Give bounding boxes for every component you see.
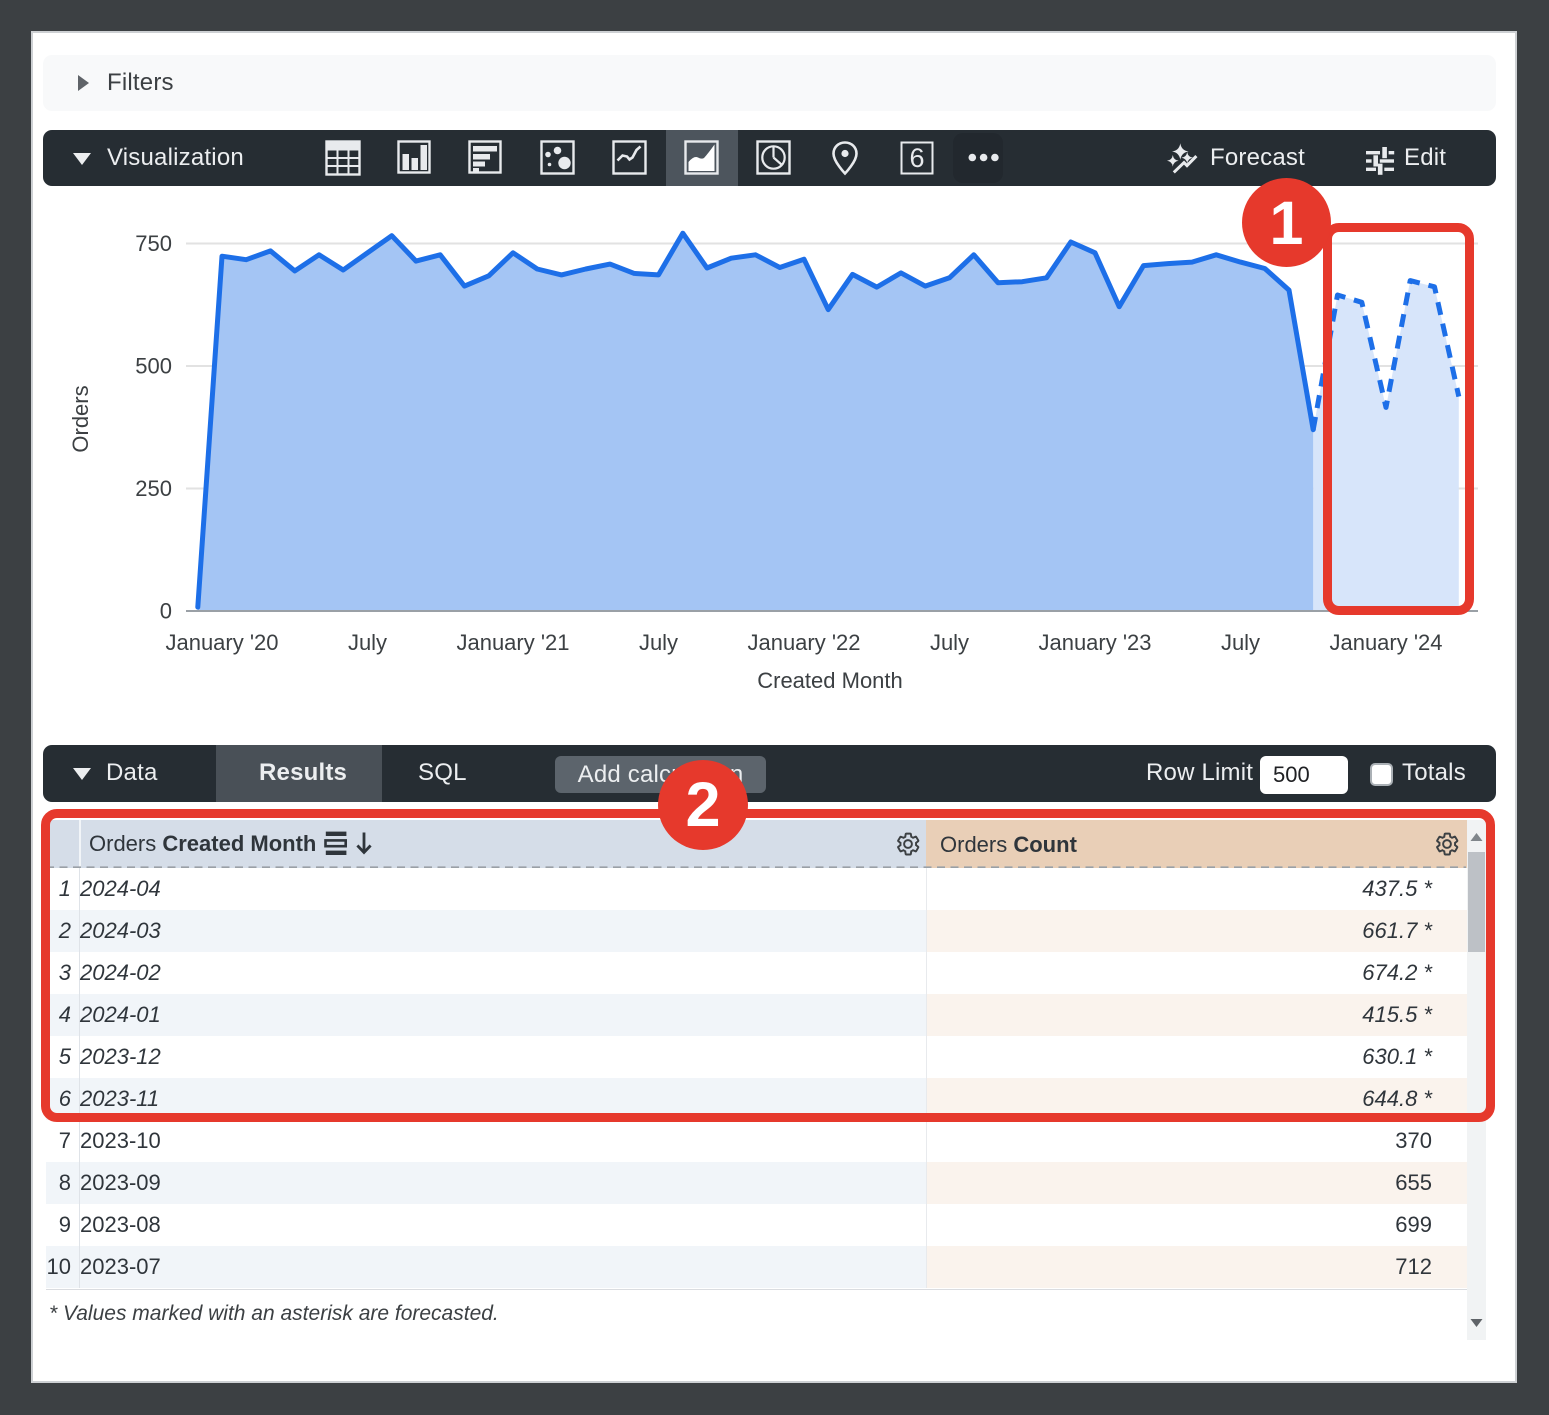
svg-text:July: July: [348, 630, 387, 655]
svg-text:750: 750: [135, 231, 172, 256]
svg-text:January '21: January '21: [456, 630, 569, 655]
svg-text:0: 0: [160, 599, 172, 624]
svg-text:July: July: [639, 630, 678, 655]
svg-text:500: 500: [135, 354, 172, 379]
svg-text:January '23: January '23: [1038, 630, 1151, 655]
svg-text:July: July: [930, 630, 969, 655]
svg-text:Orders: Orders: [68, 385, 93, 452]
svg-text:Created Month: Created Month: [757, 668, 903, 693]
svg-text:January '24: January '24: [1329, 630, 1442, 655]
svg-text:250: 250: [135, 476, 172, 501]
svg-text:January '20: January '20: [165, 630, 278, 655]
svg-text:January '22: January '22: [747, 630, 860, 655]
svg-text:July: July: [1221, 630, 1260, 655]
svg-text:6: 6: [909, 143, 924, 173]
